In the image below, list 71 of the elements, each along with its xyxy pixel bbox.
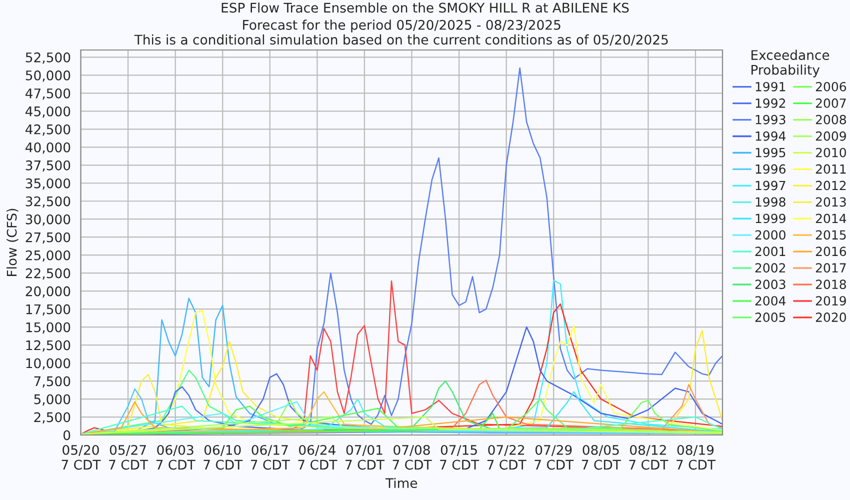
legend-label: 2013	[816, 197, 846, 207]
y-tick-label: 42,500	[26, 124, 70, 136]
legend-label: 2006	[816, 82, 846, 92]
y-tick-label: 37,500	[26, 160, 70, 172]
x-tick-label: 05/27 7 CDT	[109, 444, 148, 470]
x-tick-label: 06/17 7 CDT	[250, 444, 290, 470]
y-tick-label: 47,500	[26, 88, 70, 100]
y-tick-label: 12,500	[26, 340, 70, 352]
legend-label: 1992	[756, 98, 786, 108]
legend-label: 1997	[756, 180, 786, 190]
x-tick-label: 07/15 7 CDT	[440, 444, 480, 470]
x-tick-label: 06/24 7 CDT	[298, 444, 338, 470]
x-tick-label: 07/22 7 CDT	[487, 444, 526, 470]
x-tick-label: 06/10 7 CDT	[204, 444, 243, 470]
x-tick-label: 08/12 7 CDT	[629, 444, 668, 470]
legend-label: 2018	[816, 280, 846, 290]
x-tick-label: 06/03 7 CDT	[156, 444, 196, 470]
legend-label: 2000	[755, 230, 786, 240]
legend-label: 2016	[816, 246, 846, 256]
y-tick-label: 35,000	[26, 178, 70, 190]
legend-label: 2002	[755, 263, 786, 273]
legend-label: 1995	[756, 148, 786, 158]
y-tick-label: 27,500	[26, 232, 70, 244]
y-axis-title: Flow (CFS)	[6, 208, 18, 276]
legend-label: 1996	[756, 164, 786, 174]
legend-label: 2011	[816, 164, 846, 174]
legend-label: 2019	[816, 296, 846, 306]
legend-label: 1993	[756, 114, 786, 124]
legend-label: 1998	[756, 197, 786, 207]
x-tick-label: 07/29 7 CDT	[534, 444, 574, 470]
y-tick-label: 20,000	[26, 286, 70, 298]
legend-label: 1999	[756, 214, 786, 224]
chart-subtitle: Forecast for the period 05/20/2025 - 08/23/2025 This is a conditional simulation based on the current conditions as of 05/20/2025	[134, 20, 668, 46]
x-tick-label: 08/19 7 CDT	[676, 444, 716, 470]
x-tick-label: 08/05 7 CDT	[582, 444, 621, 470]
y-tick-label: 30,000	[26, 214, 70, 226]
y-tick-label: 45,000	[26, 106, 70, 118]
y-tick-label: 5,000	[34, 394, 70, 406]
x-tick-label: 05/20 7 CDT	[62, 444, 101, 470]
y-tick-label: 52,500	[26, 52, 70, 64]
y-tick-label: 2,500	[34, 412, 70, 424]
legend-label: 2010	[816, 148, 846, 158]
legend-label: 1991	[756, 82, 786, 92]
legend-label: 2015	[816, 230, 846, 240]
legend-label: 2014	[816, 214, 846, 224]
legend-label: 2020	[816, 312, 846, 322]
legend-label: 2008	[816, 114, 846, 124]
legend-title: Exceedance Probability	[752, 50, 830, 78]
y-tick-label: 17,500	[26, 304, 70, 316]
legend-label: 2001	[755, 246, 786, 256]
legend-label: 2005	[755, 312, 786, 322]
x-axis-title: Time	[385, 478, 418, 488]
y-tick-label: 32,500	[26, 196, 70, 208]
y-tick-label: 22,500	[26, 268, 70, 280]
legend-label: 2003	[755, 280, 786, 290]
y-tick-label: 40,000	[26, 142, 70, 154]
legend-label: 1994	[756, 131, 786, 141]
legend-label: 2017	[816, 263, 846, 273]
x-tick-label: 07/01 7 CDT	[346, 444, 385, 470]
legend-label: 2009	[816, 131, 846, 141]
y-tick-label: 25,000	[26, 250, 70, 262]
y-tick-label: 7,500	[34, 376, 70, 388]
x-tick-label: 07/08 7 CDT	[392, 444, 432, 470]
y-tick-label: 10,000	[26, 358, 70, 370]
legend-label: 2007	[816, 98, 846, 108]
y-tick-label: 0	[64, 430, 70, 440]
legend-label: 2012	[816, 180, 846, 190]
legend-label: 2004	[755, 296, 786, 306]
y-tick-label: 50,000	[26, 70, 70, 82]
chart-title: ESP Flow Trace Ensemble on the SMOKY HILL R at ABILENE KS	[222, 2, 629, 13]
y-tick-label: 15,000	[26, 322, 70, 334]
